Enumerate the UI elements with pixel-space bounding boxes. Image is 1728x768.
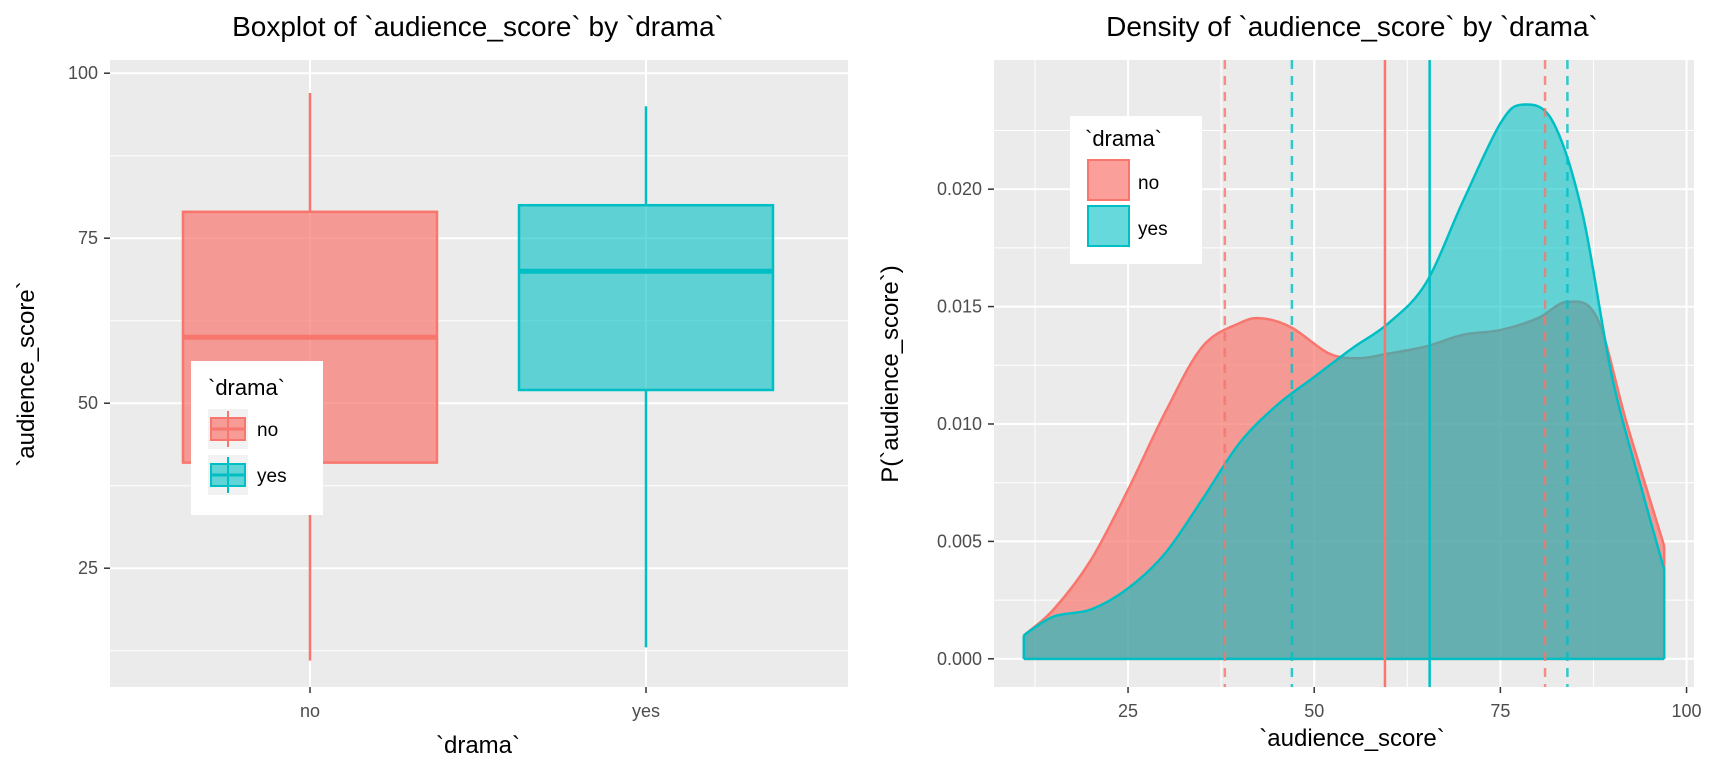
boxplot-x-axis-title: `drama` xyxy=(436,732,520,759)
boxplot-y-tick-label: 50 xyxy=(78,393,98,413)
density-chart: Density of `audience_score` by `drama` 2… xyxy=(877,11,1702,752)
density-x-tick-label: 100 xyxy=(1672,701,1702,721)
boxplot-legend-label-no: no xyxy=(257,420,278,441)
boxplot-legend-title: `drama` xyxy=(208,375,285,400)
boxplot-box-yes xyxy=(517,203,775,392)
density-marks xyxy=(1022,60,1666,687)
boxplot-legend-label-yes: yes xyxy=(257,466,287,487)
density-y-tick-label: 0.020 xyxy=(937,179,982,199)
density-axes: 25 50 75 100 0.000 0.005 0.010 0.015 0.020 xyxy=(937,179,1702,721)
boxplot-y-tick-label: 75 xyxy=(78,228,98,248)
density-legend-title: `drama` xyxy=(1085,126,1162,151)
density-x-tick-label: 25 xyxy=(1118,701,1138,721)
density-legend: `drama` no yes xyxy=(1070,116,1202,264)
boxplot-y-axis-title: `audience_score` xyxy=(13,281,40,466)
density-y-tick-label: 0.010 xyxy=(937,414,982,434)
boxplot-marks xyxy=(181,93,775,661)
density-legend-label-yes: yes xyxy=(1138,219,1168,240)
boxplot-chart: Boxplot of `audience_score` by `drama` 2… xyxy=(13,11,848,759)
boxplot-title: Boxplot of `audience_score` by `drama` xyxy=(232,11,724,42)
density-y-tick-label: 0.005 xyxy=(937,531,982,551)
density-y-tick-label: 0.000 xyxy=(937,649,982,669)
density-legend-key-no xyxy=(1087,159,1130,201)
boxplot-legend: `drama` no yes xyxy=(191,361,323,515)
boxplot-y-tick-label: 25 xyxy=(78,558,98,578)
density-curve-yes xyxy=(1023,103,1666,637)
boxplot-x-tick-label: yes xyxy=(632,701,660,721)
density-y-axis-title: P(`audience_score`) xyxy=(877,265,904,482)
density-legend-key-yes xyxy=(1087,205,1130,247)
density-x-tick-label: 50 xyxy=(1304,701,1324,721)
density-legend-label-no: no xyxy=(1138,173,1159,194)
density-y-tick-label: 0.015 xyxy=(937,297,982,317)
density-title: Density of `audience_score` by `drama` xyxy=(1106,11,1598,42)
boxplot-y-tick-label: 100 xyxy=(68,63,98,83)
density-x-axis-title: `audience_score` xyxy=(1259,725,1444,752)
boxplot-axes: 25 50 75 100 no yes xyxy=(68,63,660,721)
density-area-yes xyxy=(1023,104,1665,659)
density-x-tick-label: 75 xyxy=(1490,701,1510,721)
boxplot-legend-key-no xyxy=(208,409,248,449)
boxplot-x-tick-label: no xyxy=(300,701,320,721)
boxplot-legend-key-yes xyxy=(208,455,248,495)
